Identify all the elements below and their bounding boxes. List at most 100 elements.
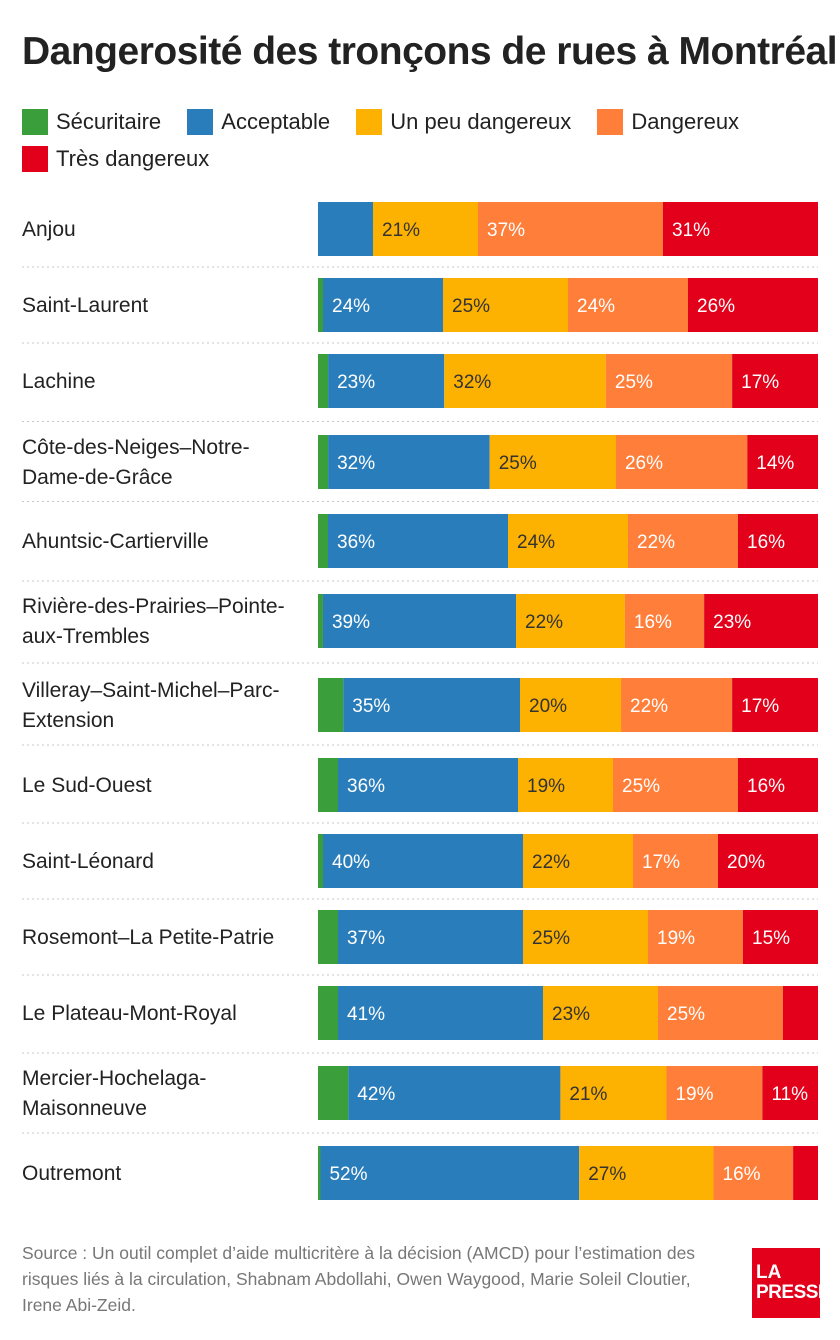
row-label-line: Villeray–Saint-Michel–Parc- — [22, 679, 280, 702]
bar-segment — [323, 278, 443, 332]
data-label: 21% — [569, 1084, 607, 1105]
data-label: 21% — [382, 220, 420, 241]
bar-segment — [318, 202, 373, 256]
row-label-line: aux-Trembles — [22, 625, 150, 648]
data-label: 25% — [622, 776, 660, 797]
data-label: 16% — [634, 612, 672, 633]
bar-segment — [518, 758, 613, 812]
bar-segment — [704, 594, 818, 648]
row-label: Outremont — [22, 1162, 121, 1185]
bar-segment — [328, 354, 445, 408]
legend-swatch — [356, 109, 383, 135]
bar-segment — [579, 1146, 714, 1200]
bar-segment — [318, 354, 329, 408]
data-label: 24% — [577, 296, 615, 317]
bar-segment — [318, 514, 328, 568]
data-label: 26% — [625, 453, 663, 474]
bar-segment — [523, 834, 633, 888]
bar-segment — [318, 1146, 321, 1200]
legend-label: Très dangereux — [56, 146, 210, 171]
logo-line-2: PRESSE — [756, 1282, 831, 1303]
data-label: 25% — [667, 1004, 705, 1025]
data-label: 37% — [347, 928, 385, 949]
legend-label: Dangereux — [631, 109, 740, 134]
data-label: 40% — [332, 852, 370, 873]
data-label: 19% — [675, 1084, 713, 1105]
bar-segment — [732, 354, 818, 408]
bar-segment — [783, 986, 818, 1040]
data-label: 32% — [453, 372, 491, 393]
bar-segment — [743, 910, 818, 964]
bar-segment — [318, 1066, 349, 1120]
bar-segment — [605, 354, 733, 408]
row-label-line: Mercier-Hochelaga- — [22, 1067, 206, 1090]
legend-item-un-peu-dangereux: Un peu dangereux — [356, 104, 571, 140]
legend-item-dangereux: Dangereux — [597, 104, 739, 140]
row-label-line: Dame-de-Grâce — [22, 466, 173, 489]
bar-segment — [628, 514, 738, 568]
legend-swatch — [597, 109, 624, 135]
row-label: Rosemont–La Petite-Patrie — [22, 926, 274, 949]
data-label: 16% — [747, 532, 785, 553]
bar-segment — [322, 594, 517, 648]
data-label: 41% — [347, 1004, 385, 1025]
legend-label: Acceptable — [221, 109, 331, 134]
bar-segment — [633, 834, 718, 888]
data-label: 27% — [588, 1164, 626, 1185]
la-presse-logo: LA PRESSE — [752, 1248, 831, 1318]
bar-segment — [318, 435, 329, 489]
data-label: 22% — [637, 532, 675, 553]
logo-line-1: LA — [756, 1262, 782, 1283]
legend-item-acceptable: Acceptable — [187, 104, 330, 140]
data-label: 22% — [525, 612, 563, 633]
row-label-line: Rivière-des-Prairies–Pointe- — [22, 595, 285, 618]
data-label: 24% — [517, 532, 555, 553]
bar-segment — [732, 678, 818, 732]
data-label: 23% — [552, 1004, 590, 1025]
bar-segment — [489, 435, 616, 489]
data-label: 17% — [741, 696, 779, 717]
bar-segment — [663, 202, 818, 256]
bar-segment — [328, 435, 490, 489]
data-label: 17% — [642, 852, 680, 873]
data-label: 23% — [337, 372, 375, 393]
source-note: Source : Un outil complet d’aide multicr… — [22, 1243, 696, 1315]
bar-segment — [738, 514, 818, 568]
data-label: 35% — [352, 696, 390, 717]
data-label: 23% — [713, 612, 751, 633]
row-label-line: Côte-des-Neiges–Notre- — [22, 436, 250, 459]
data-label: 25% — [452, 296, 490, 317]
bar-segment — [568, 278, 688, 332]
bar-segment — [613, 758, 738, 812]
row-label: Le Sud-Ouest — [22, 774, 152, 797]
bar-segment — [793, 1146, 818, 1200]
data-label: 16% — [723, 1164, 761, 1185]
data-label: 19% — [657, 928, 695, 949]
row-label-line: Extension — [22, 709, 114, 732]
data-label: 25% — [499, 453, 537, 474]
data-label: 36% — [347, 776, 385, 797]
data-label: 24% — [332, 296, 370, 317]
data-label: 20% — [727, 852, 765, 873]
bar-segment — [318, 834, 323, 888]
bar-segment — [338, 910, 523, 964]
data-label: 11% — [771, 1084, 808, 1105]
bar-segment — [443, 278, 568, 332]
bar-segment — [516, 594, 625, 648]
legend-swatch — [22, 109, 48, 135]
legend-label: Sécuritaire — [56, 109, 162, 134]
bar-segment — [543, 986, 658, 1040]
data-label: 32% — [337, 453, 375, 474]
row-label: Villeray–Saint-Michel–Parc- Extension — [22, 679, 280, 732]
data-label: 20% — [529, 696, 567, 717]
data-label: 37% — [487, 220, 525, 241]
data-label: 31% — [672, 220, 710, 241]
data-label: 17% — [741, 372, 779, 393]
bar-segment — [713, 1146, 794, 1200]
data-label: 22% — [532, 852, 570, 873]
bar-segment — [338, 758, 518, 812]
bar-segment — [747, 435, 818, 489]
bar-segment — [478, 202, 663, 256]
bar-segment — [520, 678, 622, 732]
data-label: 14% — [756, 453, 794, 474]
